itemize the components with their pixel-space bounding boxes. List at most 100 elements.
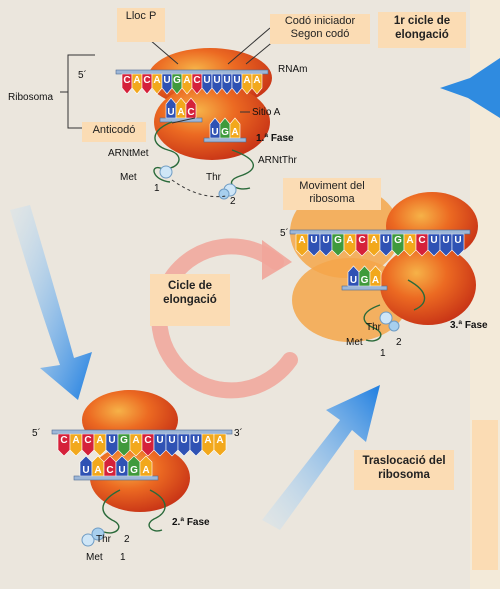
nucleotide-letter: C: [418, 235, 425, 246]
nucleotide-G: [171, 73, 183, 95]
label-lloc-p: Lloc P: [117, 8, 165, 42]
nucleotide-letter: A: [96, 435, 103, 446]
nucleotide-letter: G: [130, 465, 138, 476]
nucleotide-U: [161, 73, 173, 95]
nucleotide-letter: C: [60, 435, 67, 446]
mrna-backbone: [203, 137, 247, 143]
nucleotide-letter: U: [118, 465, 125, 476]
nucleotide-C: [141, 73, 153, 95]
leader-lines: [149, 27, 276, 124]
label-segon-codo: Segon codó: [290, 28, 350, 40]
nucleotide-letter: A: [94, 465, 101, 476]
nucleotide-A: [403, 233, 417, 257]
nucleotide-A: [151, 73, 163, 95]
nucleotide-A: [251, 73, 263, 95]
nucleotide-letter: C: [187, 107, 194, 118]
label-moviment: Moviment del ribosoma: [283, 178, 381, 210]
nucleotide-U: [79, 455, 93, 477]
nucleotide-letter: A: [183, 75, 190, 86]
nucleotide-letter: A: [406, 235, 413, 246]
text-ribosoma: Ribosoma: [8, 92, 54, 103]
nucleotide-letter: C: [106, 465, 113, 476]
nucleotide-A: [367, 233, 381, 257]
label-codo-iniciador: Codó iniciador: [284, 15, 356, 27]
nucleotide-A: [93, 433, 107, 457]
nucleotide-letter: G: [120, 435, 128, 446]
text-thr-1: Thr: [206, 172, 221, 183]
nucleotide-G: [127, 455, 141, 477]
arrow-back-to-start: [440, 58, 500, 118]
nucleotide-letter: A: [216, 435, 223, 446]
nucleotide-U: [177, 433, 191, 457]
mrna-backbone: [51, 429, 233, 435]
nucleotide-letter: U: [430, 235, 437, 246]
text-num1-2: 1: [120, 552, 126, 563]
nucleotide-letter: U: [167, 107, 174, 118]
nucleotide-letter: U: [192, 435, 199, 446]
nucleotide-letter: U: [203, 75, 210, 86]
nucleotide-letter: A: [142, 465, 149, 476]
nucleotide-A: [295, 233, 309, 257]
nucleotide-A: [131, 73, 143, 95]
nucleotide-A: [201, 433, 215, 457]
nucleotide-U: [165, 433, 179, 457]
nucleotide-A: [69, 433, 83, 457]
text-fase2: 2.ª Fase: [172, 517, 210, 528]
text-fase1: 1.ª Fase: [256, 133, 294, 144]
nucleotide-letter: U: [454, 235, 461, 246]
text-num2-3: 2: [396, 337, 402, 348]
nucleotide-letter: U: [211, 127, 218, 138]
nucleotide-letter: C: [144, 435, 151, 446]
nucleotide-letter: A: [133, 75, 140, 86]
text-thr-2: Thr: [96, 534, 111, 545]
nucleotide-letter: U: [233, 75, 240, 86]
nucleotide-letter: U: [213, 75, 220, 86]
nucleotide-letter: A: [177, 107, 184, 118]
nucleotide-U: [189, 433, 203, 457]
nucleotide-letter: U: [350, 275, 357, 286]
nucleotide-letter: U: [310, 235, 317, 246]
nucleotide-letter: G: [334, 235, 342, 246]
nucleotide-letter: U: [223, 75, 230, 86]
nucleotide-C: [415, 233, 429, 257]
nucleotide-U: [115, 455, 129, 477]
nucleotide-U: [451, 233, 465, 257]
nucleotide-G: [391, 233, 405, 257]
mrna-backbone: [341, 285, 388, 291]
nucleotide-letter: C: [193, 75, 200, 86]
nucleotide-letter: A: [372, 275, 379, 286]
nucleotide-C: [355, 233, 369, 257]
nucleotide-U: [439, 233, 453, 257]
label-codons: Codó iniciador Segon codó: [270, 14, 370, 44]
nucleotide-C: [57, 433, 71, 457]
text-fase3: 3.ª Fase: [450, 320, 488, 331]
nucleotide-U: [231, 73, 243, 95]
nucleotide-U: [201, 73, 213, 95]
nucleotide-U: [347, 265, 360, 287]
nucleotide-U: [427, 233, 441, 257]
nucleotide-letter: A: [370, 235, 377, 246]
nucleotide-letter: A: [298, 235, 305, 246]
nucleotide-letter: C: [358, 235, 365, 246]
nucleotide-letter: U: [82, 465, 89, 476]
nucleotide-letter: A: [346, 235, 353, 246]
text-sitio-a: Sitio A: [252, 107, 281, 118]
nucleotide-letter: A: [243, 75, 250, 86]
nucleotide-letter: G: [361, 275, 369, 286]
text-5prime-3: 5´: [280, 228, 289, 239]
nucleotide-letter: U: [442, 235, 449, 246]
mrna-backbone: [115, 69, 269, 75]
nucleotide-A: [229, 117, 241, 139]
nucleotide-U: [209, 117, 221, 139]
nucleotide-U: [153, 433, 167, 457]
text-thr-3: Thr: [366, 322, 381, 333]
nucleotide-U: [221, 73, 233, 95]
text-5prime-2: 5´: [32, 428, 41, 439]
nucleotide-U: [105, 433, 119, 457]
nucleotide-U: [307, 233, 321, 257]
nucleotide-A: [129, 433, 143, 457]
amino-acids: [81, 165, 400, 547]
nucleotide-letter: A: [132, 435, 139, 446]
text-3prime-2: 3´: [234, 428, 243, 439]
